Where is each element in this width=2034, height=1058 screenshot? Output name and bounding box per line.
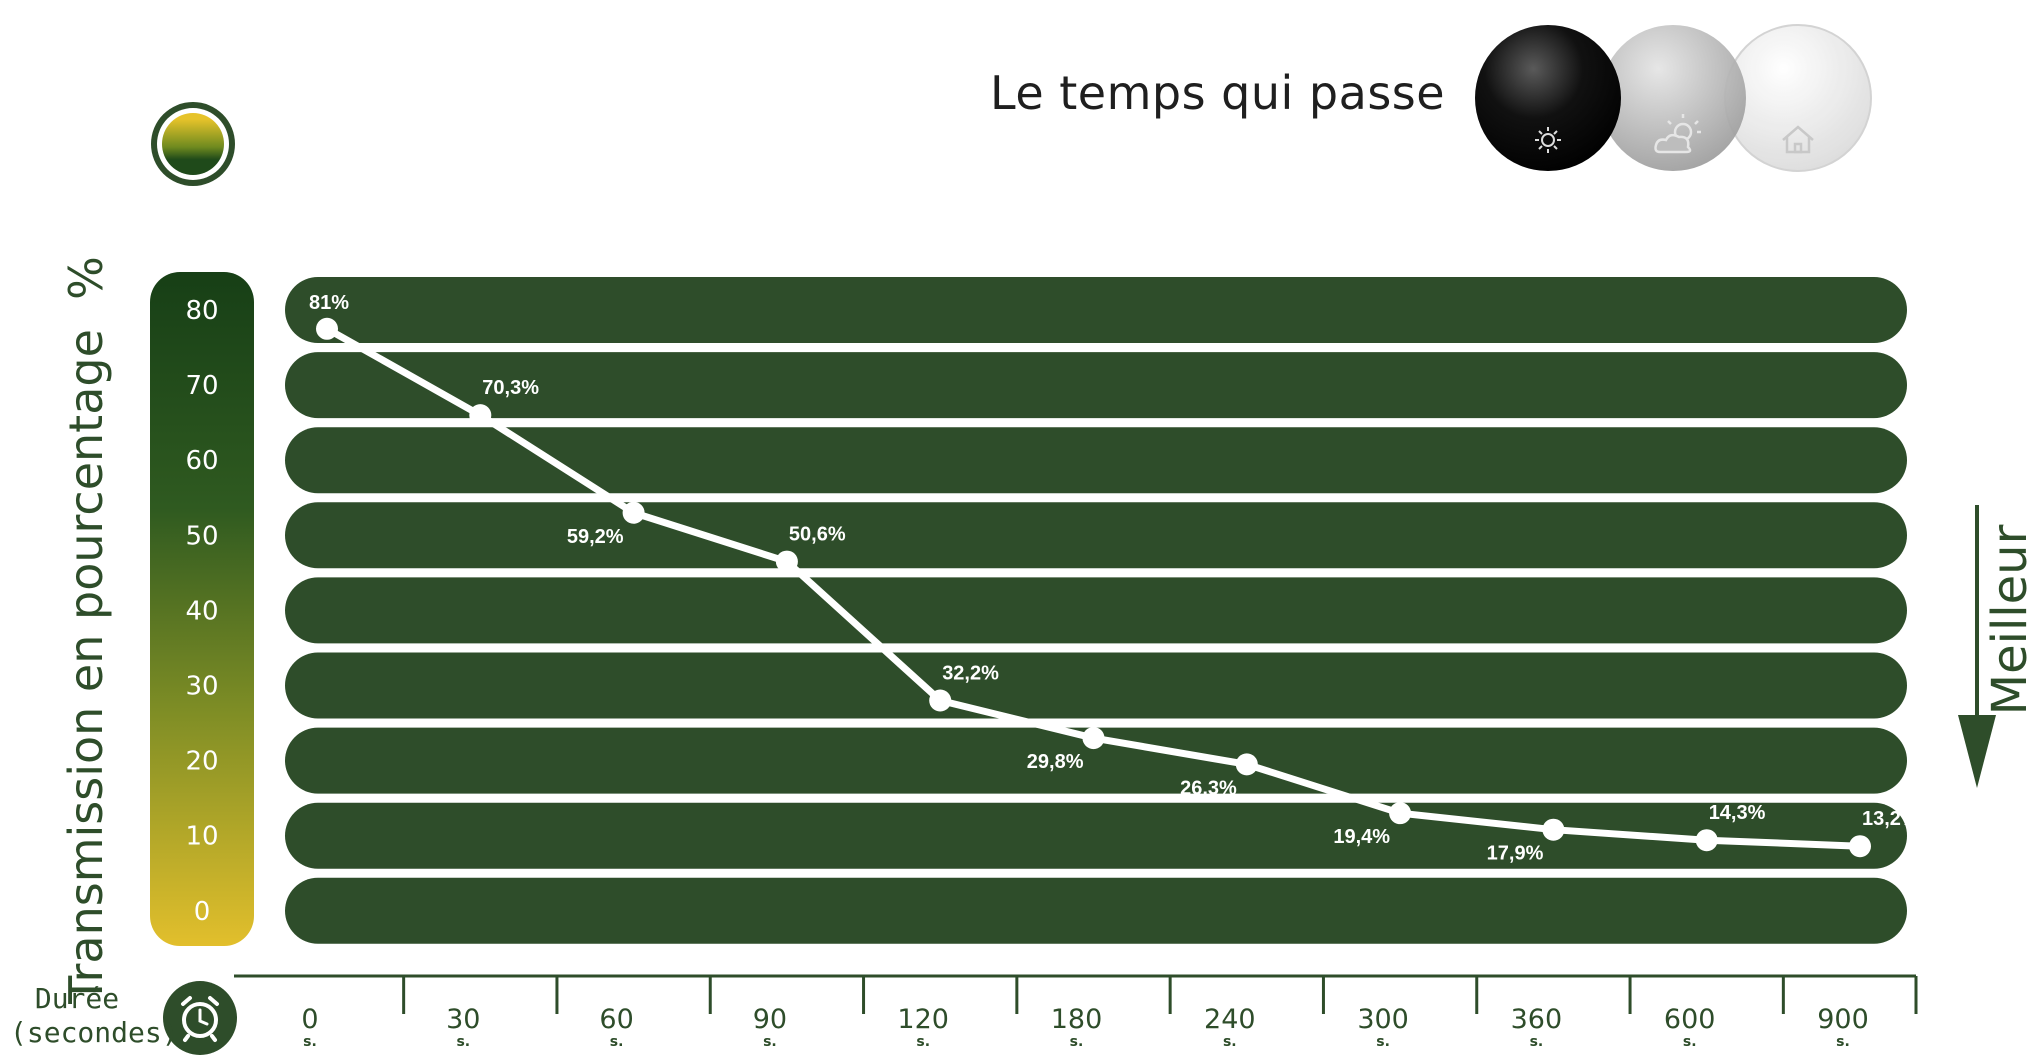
grid-band-40 (285, 577, 1907, 644)
data-point (1695, 829, 1718, 852)
y-tick-label: 30 (185, 672, 218, 702)
x-axis-label-line-1: Durée (34, 982, 120, 1015)
data-label: 81% (309, 292, 349, 314)
x-tick-label: 90 (753, 1004, 787, 1035)
x-tick-label: 180 (1051, 1004, 1103, 1035)
x-tick-label: 120 (897, 1004, 949, 1035)
grid-band-30 (285, 652, 1907, 719)
x-tick-unit: s. (1836, 1034, 1850, 1050)
data-label: 17,9% (1487, 843, 1544, 865)
grid-band-20 (285, 727, 1907, 794)
y-axis-scale-bar (150, 272, 254, 946)
x-tick-label: 60 (599, 1004, 633, 1035)
data-labels: 81% 70,3% 59,2% 50,6% 32,2% 29,8% 26,3% 19,4% 17… (309, 292, 1919, 865)
x-tick-unit: s. (763, 1034, 777, 1050)
data-label: 19,4% (1333, 826, 1390, 848)
y-tick-label: 80 (185, 296, 218, 326)
x-tick-unit: s. (1070, 1034, 1084, 1050)
data-point (929, 689, 952, 712)
dark-lens-icon (1475, 25, 1621, 171)
x-tick-unit: s. (456, 1034, 470, 1050)
home-icon (1782, 125, 1814, 154)
y-tick-label: 0 (194, 897, 211, 927)
x-axis (234, 974, 1918, 1014)
clear-lens-icon (1724, 24, 1872, 172)
x-tick-label: 30 (446, 1004, 480, 1035)
data-point (775, 550, 798, 573)
data-label: 13,2% (1862, 808, 1919, 830)
lens-samples (1475, 24, 1872, 172)
grid-band-60 (285, 427, 1907, 494)
meilleur-label: Meilleur (1982, 524, 2034, 716)
data-point (316, 317, 338, 340)
partly-cloudy-icon (1654, 114, 1701, 154)
data-point (1389, 802, 1412, 825)
y-tick-label: 70 (185, 371, 218, 401)
data-point (1542, 818, 1565, 841)
data-point (1082, 727, 1105, 750)
x-tick-unit: s. (916, 1034, 930, 1050)
y-tick-labels: 80 70 60 50 40 30 20 10 0 (185, 296, 218, 927)
x-tick-labels: 0s.30s.60s.90s.120s.180s.240s.300s.360s.… (301, 1004, 1868, 1050)
data-point (622, 501, 645, 524)
data-label: 29,8% (1027, 751, 1084, 773)
data-point (1849, 835, 1871, 858)
data-point (1235, 753, 1258, 776)
x-tick-label: 600 (1664, 1004, 1716, 1035)
x-tick-unit: s. (1223, 1034, 1237, 1050)
alarm-clock-icon (163, 981, 237, 1055)
y-tick-label: 50 (185, 521, 218, 551)
chart-title: Le temps qui passe (990, 66, 1446, 120)
data-label: 26,3% (1180, 777, 1237, 799)
y-tick-label: 40 (185, 596, 218, 626)
x-axis-label: Durée (secondes) (10, 982, 179, 1050)
sun-icon (1535, 127, 1561, 153)
y-tick-label: 60 (185, 446, 218, 476)
data-point (469, 404, 492, 427)
y-tick-label: 10 (185, 822, 218, 852)
data-label: 59,2% (567, 526, 624, 548)
x-tick-label: 0 (301, 1004, 318, 1035)
y-tick-label: 20 (185, 747, 218, 777)
grey-lens-icon (1600, 25, 1746, 171)
x-axis-label-line-2: (secondes) (10, 1016, 179, 1049)
x-tick-unit: s. (1530, 1034, 1544, 1050)
gradient-lens-icon (151, 102, 235, 186)
x-tick-unit: s. (1683, 1034, 1697, 1050)
meilleur-arrow (1958, 505, 1996, 788)
grid-band-80 (285, 277, 1907, 343)
x-tick-label: 360 (1511, 1004, 1563, 1035)
grid-band-10 (285, 802, 1907, 869)
grid-bands (285, 277, 1907, 944)
x-tick-label: 900 (1817, 1004, 1869, 1035)
grid-band-70 (285, 352, 1907, 419)
grid-band-50 (285, 502, 1907, 569)
x-tick-label: 240 (1204, 1004, 1256, 1035)
data-label: 70,3% (482, 377, 539, 399)
data-label: 14,3% (1709, 802, 1766, 824)
x-tick-unit: s. (303, 1034, 317, 1050)
x-tick-unit: s. (610, 1034, 624, 1050)
data-label: 50,6% (789, 524, 846, 546)
y-axis-label: Transmission en pourcentage % (59, 256, 113, 1004)
x-tick-unit: s. (1376, 1034, 1390, 1050)
data-label: 32,2% (942, 663, 999, 685)
x-tick-label: 300 (1357, 1004, 1409, 1035)
grid-band-0 (285, 877, 1907, 944)
data-points (316, 317, 1871, 858)
